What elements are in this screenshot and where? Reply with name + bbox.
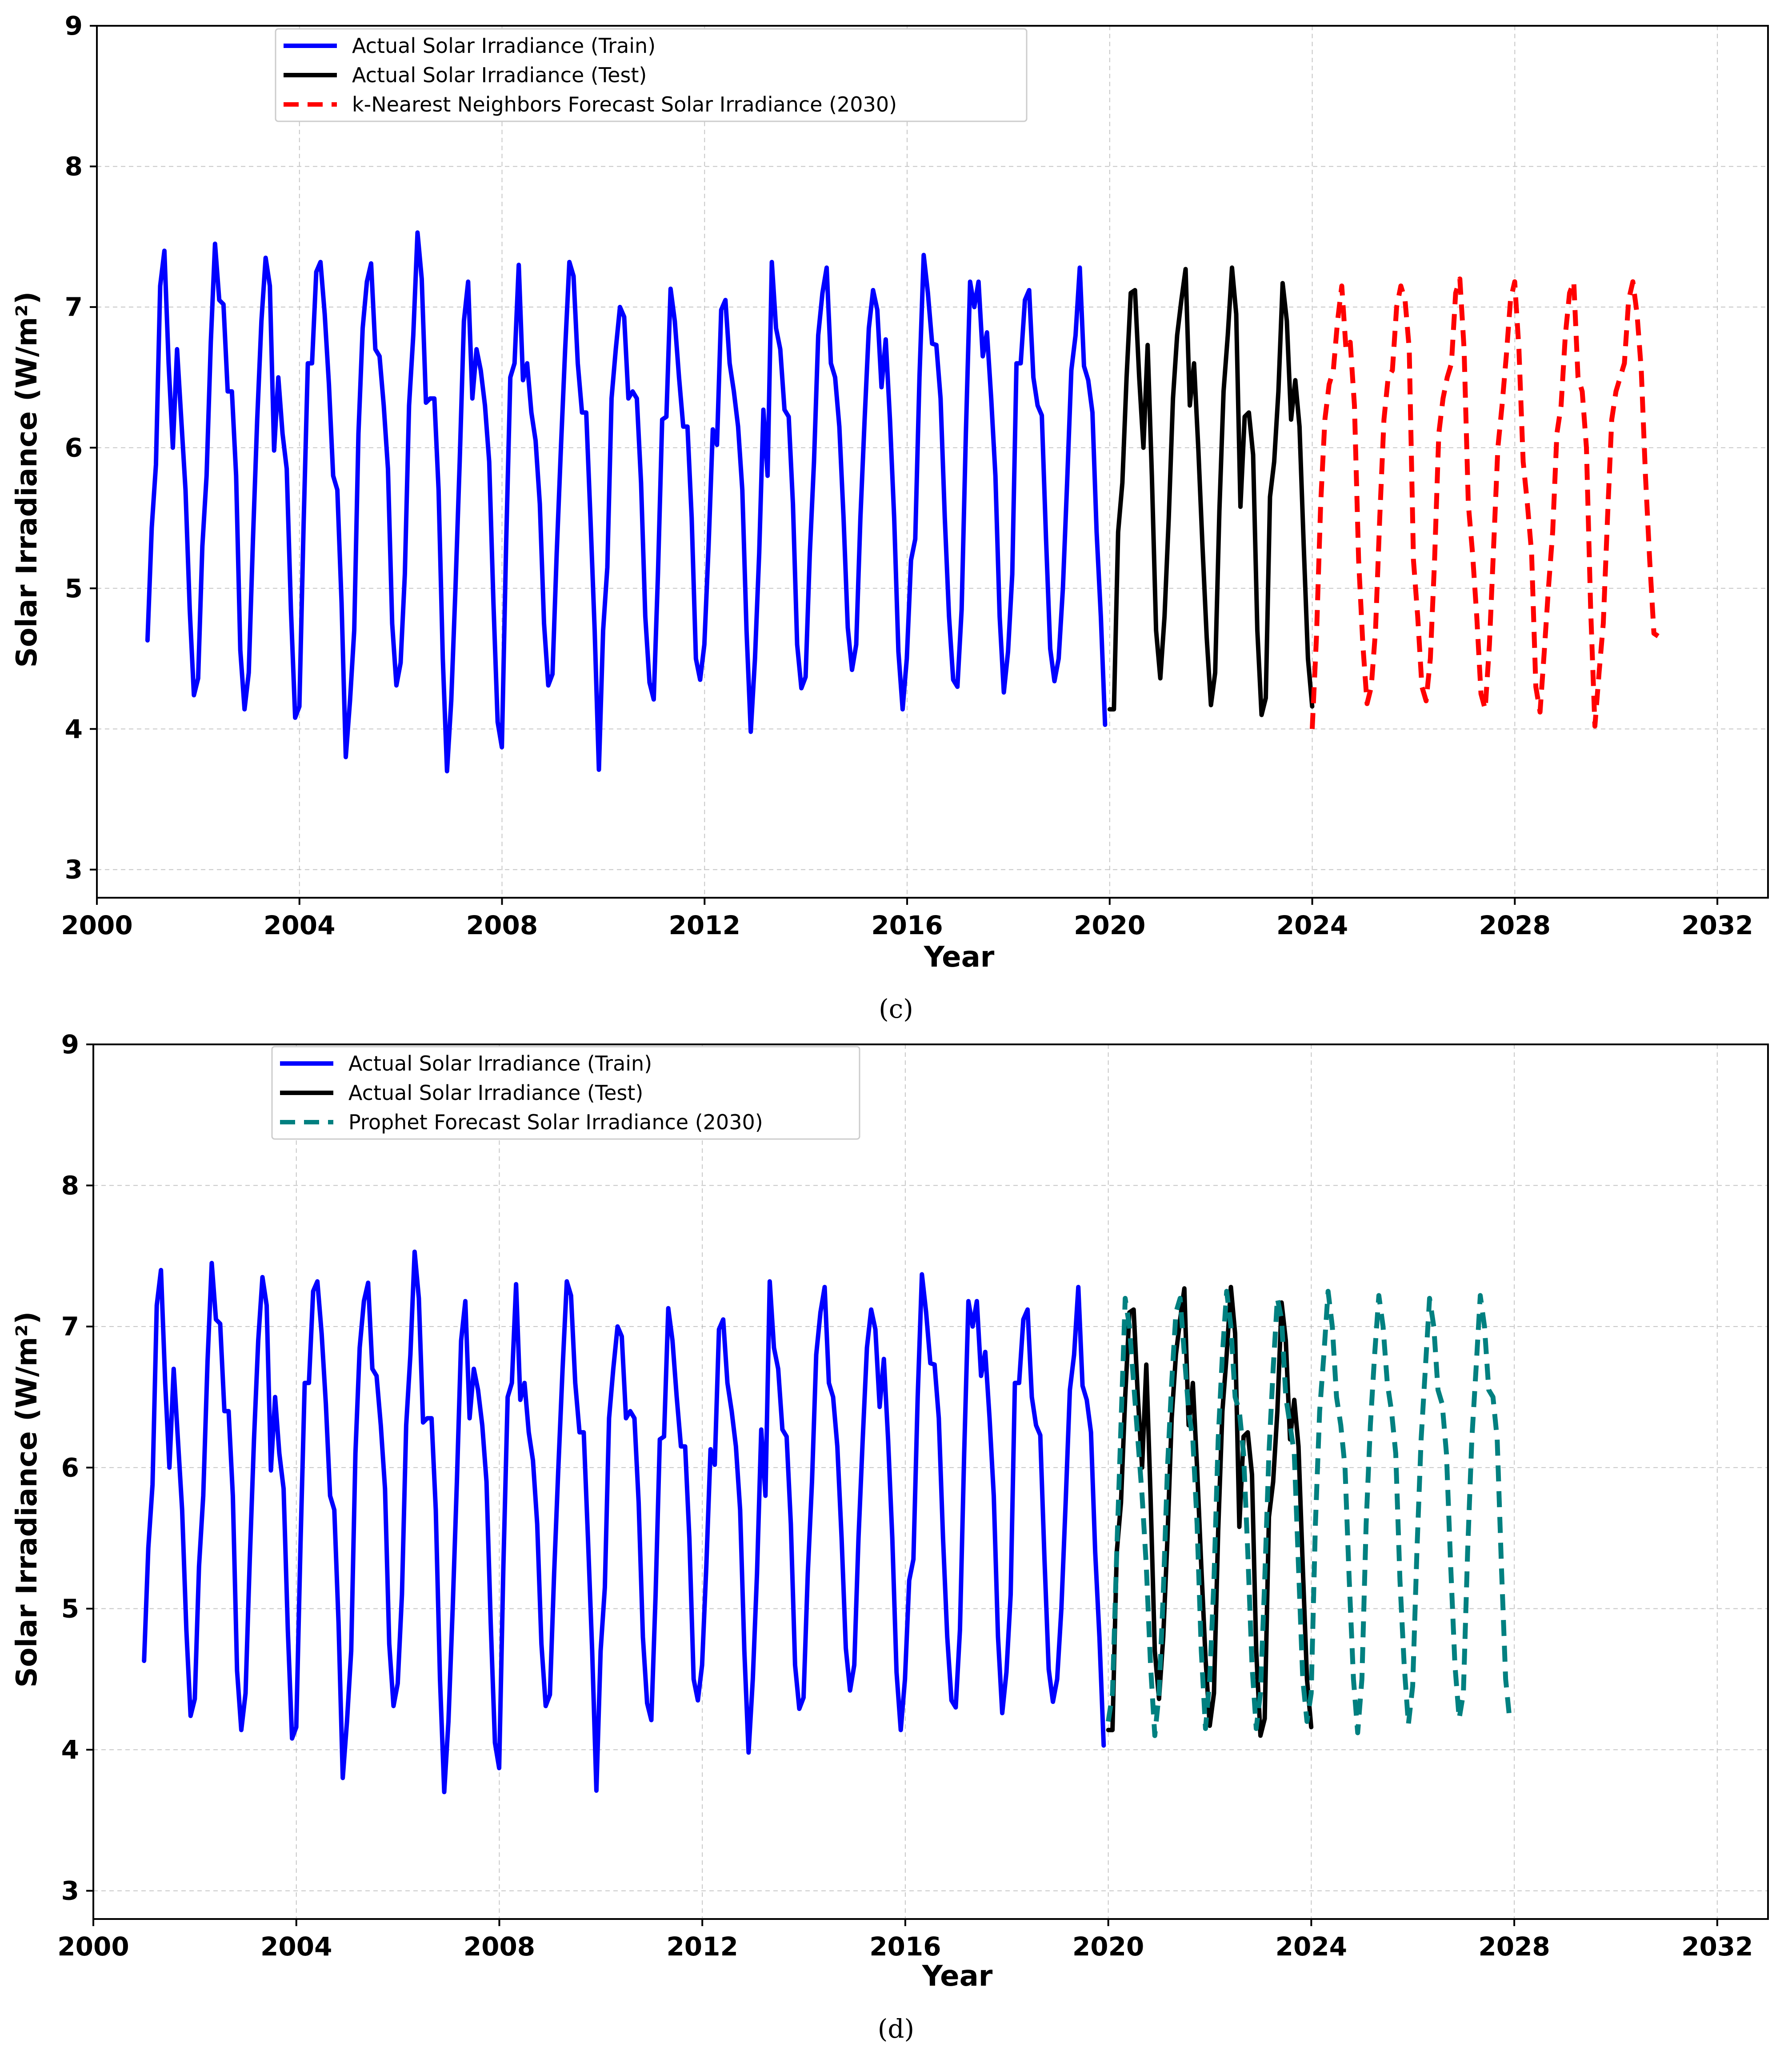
panel-caption-d: (d) xyxy=(878,2014,914,2044)
x-ticks-d: 2000 2004 2008 2012 2016 2020 2024 2028 2032 xyxy=(57,1919,1753,1962)
x-tick-label: 2004 xyxy=(264,910,335,940)
plot-frame-c xyxy=(96,25,1769,899)
x-tick-label: 2016 xyxy=(869,1931,941,1962)
series-line-train-d xyxy=(142,1249,1106,1795)
panel-caption-c: (c) xyxy=(879,994,913,1024)
x-tick-label: 2004 xyxy=(260,1931,332,1962)
x-tick-label: 2028 xyxy=(1478,1931,1550,1962)
legend-label-forecast-d: Prophet Forecast Solar Irradiance (2030) xyxy=(348,1110,763,1134)
y-axis-title-c: Solar Irradiance (W/m²) xyxy=(11,292,44,668)
plot-frame-d xyxy=(92,1043,1769,1920)
y-tick-label: 3 xyxy=(61,1876,79,1906)
series-line-forecast-d xyxy=(1106,1289,1512,1738)
legend-d: Actual Solar Irradiance (Train) Actual S… xyxy=(271,1046,860,1140)
x-axis-title-c: Year xyxy=(924,941,995,974)
y-ticks-d: 3 4 5 6 7 8 9 xyxy=(61,1029,93,1906)
legend-label-test-d: Actual Solar Irradiance (Test) xyxy=(348,1081,643,1105)
x-tick-label: 2024 xyxy=(1276,910,1348,940)
x-tick-label: 2020 xyxy=(1074,910,1145,940)
grid-d xyxy=(93,1044,1768,1919)
y-tick-label: 6 xyxy=(61,1452,79,1483)
y-tick-label: 4 xyxy=(65,714,83,744)
legend-box-d xyxy=(271,1046,860,1140)
series-line-forecast-c xyxy=(1310,276,1660,729)
x-tick-label: 2008 xyxy=(464,1931,535,1962)
legend-label-train-d: Actual Solar Irradiance (Train) xyxy=(348,1051,652,1075)
x-tick-label: 2032 xyxy=(1681,910,1753,940)
x-axis-title-d: Year xyxy=(922,1960,993,1993)
grid-c xyxy=(96,25,1768,898)
legend-label-test-c: Actual Solar Irradiance (Test) xyxy=(352,63,647,87)
y-tick-label: 3 xyxy=(65,855,83,885)
y-tick-label: 5 xyxy=(65,573,83,604)
y-tick-label: 8 xyxy=(61,1170,79,1200)
chart-panel-c: 2000 2004 2008 2012 2016 2020 2024 2028 2032 3 4 5… xyxy=(11,11,1769,1024)
x-tick-label: 2020 xyxy=(1072,1931,1144,1962)
series-line-train-c xyxy=(145,230,1108,774)
legend-box-c xyxy=(275,28,1028,122)
y-tick-label: 9 xyxy=(65,11,83,41)
lines-c xyxy=(145,230,1660,774)
x-tick-label: 2012 xyxy=(669,910,740,940)
x-tick-label: 2008 xyxy=(466,910,538,940)
y-tick-label: 5 xyxy=(61,1594,79,1624)
y-tick-label: 7 xyxy=(61,1311,79,1342)
x-tick-label: 2024 xyxy=(1276,1931,1347,1962)
x-tick-label: 2000 xyxy=(57,1931,129,1962)
x-ticks-c: 2000 2004 2008 2012 2016 2020 2024 2028 2032 xyxy=(61,898,1753,940)
x-tick-label: 2000 xyxy=(61,910,132,940)
x-tick-label: 2028 xyxy=(1479,910,1551,940)
y-tick-label: 9 xyxy=(61,1029,79,1059)
series-line-test-c xyxy=(1107,265,1315,717)
legend-c: Actual Solar Irradiance (Train) Actual S… xyxy=(275,28,1028,122)
y-tick-label: 7 xyxy=(65,292,83,322)
y-axis-title-d: Solar Irradiance (W/m²) xyxy=(11,1311,44,1687)
lines-d xyxy=(142,1249,1512,1795)
chart-panel-d: 2000 2004 2008 2012 2016 2020 2024 2028 2032 3 4 5… xyxy=(11,1029,1769,2044)
x-tick-label: 2012 xyxy=(666,1931,738,1962)
legend-label-train-c: Actual Solar Irradiance (Train) xyxy=(352,34,656,58)
x-tick-label: 2032 xyxy=(1681,1931,1753,1962)
x-tick-label: 2016 xyxy=(871,910,943,940)
y-tick-label: 4 xyxy=(61,1735,79,1765)
y-tick-label: 6 xyxy=(65,432,83,463)
y-tick-label: 8 xyxy=(65,151,83,181)
legend-label-forecast-c: k-Nearest Neighbors Forecast Solar Irrad… xyxy=(352,92,897,116)
y-ticks-c: 3 4 5 6 7 8 9 xyxy=(65,11,97,885)
